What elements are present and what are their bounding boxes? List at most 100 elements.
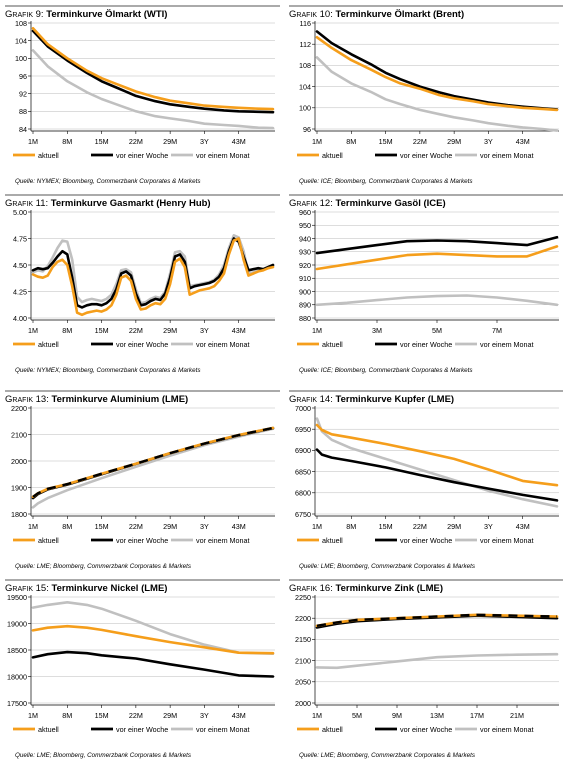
series-line-0: [31, 237, 275, 317]
x-tick-label: 29M: [163, 711, 177, 720]
legend-label: aktuell: [322, 725, 343, 734]
series-line-2: [315, 652, 559, 670]
y-tick-label: 100: [299, 104, 311, 113]
source-note: Quelle: ICE; Bloomberg, Commerzbank Corp…: [299, 178, 473, 185]
x-tick-label: 1M: [312, 137, 322, 146]
y-tick-label: 6800: [295, 489, 311, 498]
y-tick-label: 19500: [7, 595, 27, 602]
y-tick-label: 930: [299, 248, 311, 257]
panel-divider: [289, 579, 563, 581]
y-tick-label: 112: [300, 40, 311, 49]
panel-divider: [5, 579, 280, 581]
chart-title: Grafik 15: Terminkurve Nickel (LME): [5, 583, 167, 594]
x-tick-label: 43M: [232, 137, 246, 146]
x-tick-label: 21M: [510, 711, 524, 720]
x-tick-label: 1M: [28, 522, 38, 531]
y-tick-label: 900: [299, 287, 311, 296]
x-tick-label: 43M: [232, 326, 246, 335]
x-tick-label: 15M: [95, 711, 109, 720]
series-line-2: [31, 427, 275, 509]
legend-label: vor einer Woche: [400, 340, 452, 349]
y-tick-label: 7000: [295, 406, 311, 413]
chart-title-text: Terminkurve Ölmarkt (Brent): [332, 9, 465, 20]
source-note: Quelle: NYMEX; Bloomberg, Commerzbank Co…: [15, 178, 201, 185]
y-tick-label: 2200: [11, 406, 27, 413]
chart-panel: Grafik 11: Terminkurve Gasmarkt (Henry H…: [5, 194, 280, 384]
series-line-1: [315, 448, 559, 502]
series-line-0: [315, 35, 559, 112]
x-tick-label: 43M: [232, 711, 246, 720]
y-tick-label: 920: [299, 261, 311, 270]
legend-label: vor einer Woche: [116, 340, 168, 349]
legend-label: aktuell: [322, 151, 343, 160]
panel-divider: [289, 194, 563, 196]
source-note: Quelle: LME; Bloomberg, Commerzbank Corp…: [15, 563, 192, 570]
chart-panel: Grafik 15: Terminkurve Nickel (LME) 17500…: [5, 579, 280, 769]
panel-divider: [5, 5, 280, 7]
x-tick-label: 8M: [62, 137, 72, 146]
source-note: Quelle: LME; Bloomberg, Commerzbank Corp…: [15, 752, 192, 759]
chart-title-text: Terminkurve Zink (LME): [332, 583, 444, 594]
x-tick-label: 13M: [430, 711, 444, 720]
x-tick-label: 29M: [447, 137, 461, 146]
series-line-1: [315, 30, 559, 111]
y-tick-label: 104: [15, 36, 27, 45]
panel-divider: [5, 194, 280, 196]
chart-number: Grafik 11:: [5, 198, 49, 209]
chart-title: Grafik 11: Terminkurve Gasmarkt (Henry H…: [5, 198, 211, 209]
chart-svg: 880 890 900 910 920 930 940 950 960 1M 3M 5M 7M aktue…: [297, 210, 559, 349]
series-line-0: [31, 27, 275, 111]
series-line-1: [31, 29, 275, 114]
chart-svg: 2000 2050 2100 2150 2200 2250 1M 5M 9M 13M 17M 21M a…: [295, 595, 559, 734]
x-tick-label: 43M: [232, 522, 246, 531]
source-note: Quelle: ICE; Bloomberg, Commerzbank Corp…: [299, 367, 473, 374]
legend-label: aktuell: [38, 536, 59, 545]
legend-label: vor einem Monat: [480, 340, 534, 349]
x-tick-label: 1M: [28, 137, 38, 146]
x-tick-label: 5M: [432, 326, 442, 335]
x-tick-label: 29M: [163, 326, 177, 335]
x-tick-label: 3M: [372, 326, 382, 335]
x-tick-label: 3Y: [200, 326, 209, 335]
y-tick-label: 1900: [11, 483, 27, 492]
x-tick-label: 15M: [95, 522, 109, 531]
y-tick-label: 6850: [295, 467, 311, 476]
x-tick-label: 22M: [129, 711, 143, 720]
legend-label: vor einer Woche: [400, 725, 452, 734]
chart-panel: Grafik 9: Terminkurve Ölmarkt (WTI) 84 88 9…: [5, 5, 280, 195]
chart-number: Grafik 12:: [289, 198, 333, 209]
chart-title-text: Terminkurve Ölmarkt (WTI): [43, 9, 168, 20]
chart-title-text: Terminkurve Aluminium (LME): [48, 394, 189, 405]
panel-divider: [289, 5, 563, 7]
y-tick-label: 92: [19, 89, 27, 98]
chart-svg: 6750 6800 6850 6900 6950 7000 1M 8M 15M 22M 29M 3Y 4…: [295, 406, 559, 545]
y-tick-label: 2200: [295, 614, 311, 623]
x-tick-label: 1M: [28, 711, 38, 720]
y-tick-label: 4.75: [13, 234, 27, 243]
chart-svg: 96 100 104 108 112 116 1M 8M 15M 22M 29M 3Y 43M aktue…: [297, 21, 559, 160]
y-tick-label: 880: [299, 314, 311, 323]
chart-title-text: Terminkurve Gasmarkt (Henry Hub): [48, 198, 211, 209]
y-tick-label: 19000: [7, 619, 27, 628]
chart-title: Grafik 13: Terminkurve Aluminium (LME): [5, 394, 188, 405]
x-tick-label: 9M: [392, 711, 402, 720]
series-line-2: [315, 56, 559, 132]
x-tick-label: 8M: [346, 137, 356, 146]
y-tick-label: 4.00: [13, 314, 27, 323]
y-tick-label: 2100: [295, 656, 311, 665]
x-tick-label: 22M: [413, 522, 427, 531]
source-note: Quelle: LME; Bloomberg, Commerzbank Corp…: [299, 563, 476, 570]
y-tick-label: 6750: [295, 510, 311, 519]
legend-label: aktuell: [38, 151, 59, 160]
series-line-1: [315, 235, 559, 255]
x-tick-label: 1M: [312, 711, 322, 720]
y-tick-label: 2100: [11, 430, 27, 439]
chart-number: Grafik 9:: [5, 9, 44, 20]
y-tick-label: 2150: [295, 635, 311, 644]
y-tick-label: 84: [19, 125, 27, 134]
chart-number: Grafik 14:: [289, 394, 333, 405]
source-note: Quelle: NYMEX; Bloomberg, Commerzbank Co…: [15, 367, 201, 374]
x-tick-label: 8M: [346, 522, 356, 531]
chart-panel: Grafik 10: Terminkurve Ölmarkt (Brent) 96…: [289, 5, 563, 195]
legend-label: vor einem Monat: [196, 536, 250, 545]
